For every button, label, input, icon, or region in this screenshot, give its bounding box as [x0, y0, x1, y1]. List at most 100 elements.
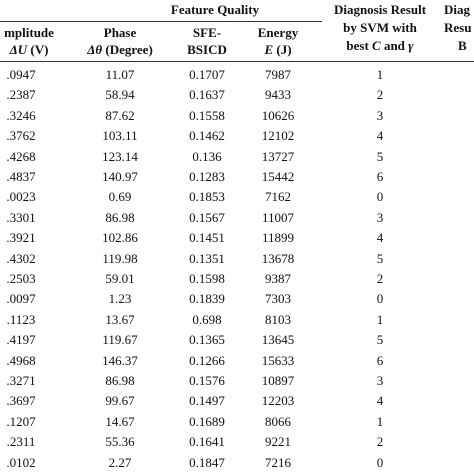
phase-cell: 11.07 — [105, 67, 135, 82]
sfe-cell: 0.698 — [192, 311, 222, 327]
svm-cell: 2 — [376, 271, 384, 286]
amp-cell: .4302 — [6, 250, 36, 266]
amp-cell: .4968 — [6, 352, 36, 368]
amp-cell: .3921 — [6, 230, 36, 246]
energy-cell: 9221 — [265, 434, 291, 450]
diagnosis-result-2-header: Diag Resu B — [444, 2, 472, 53]
sfe-bsicd-header: SFE- BSICD — [187, 25, 227, 57]
energy-cell: 9433 — [265, 87, 291, 103]
energy-cell: 8103 — [265, 311, 291, 327]
energy-cell: 11007 — [261, 209, 295, 225]
sfe-cell: 0.1847 — [189, 454, 225, 470]
amp-cell: .1207 — [6, 413, 36, 429]
energy-cell: 11899 — [261, 230, 295, 246]
svm-cell: 3 — [376, 373, 384, 388]
phase-cell: 0.69 — [108, 189, 132, 205]
phase-cell: 146.37 — [102, 352, 138, 368]
energy-header: Energy E (J) — [257, 25, 299, 57]
sfe-cell: 0.1641 — [189, 434, 225, 450]
sfe-cell: 0.1839 — [189, 291, 225, 307]
feature-quality-header: Feature Quality — [170, 2, 260, 17]
svm-cell: 5 — [376, 332, 384, 348]
svm-cell: 5 — [376, 250, 384, 266]
energy-cell: 8066 — [265, 413, 291, 429]
amp-cell: .3697 — [6, 393, 36, 409]
amp-cell: .3271 — [6, 373, 36, 388]
sfe-cell: 0.1558 — [189, 107, 225, 123]
phase-cell: 103.11 — [102, 128, 138, 144]
svm-cell: 4 — [376, 128, 384, 144]
amp-cell: .0947 — [6, 67, 36, 82]
svm-cell: 1 — [376, 413, 384, 429]
amp-cell: .4197 — [6, 332, 36, 348]
amp-cell: .0097 — [6, 291, 36, 307]
sfe-cell: 0.1707 — [189, 67, 225, 82]
amp-cell: .3246 — [6, 107, 36, 123]
phase-cell: 2.27 — [108, 454, 132, 470]
amp-cell: .2311 — [6, 434, 36, 450]
phase-header: Phase Δθ (Degree) — [87, 25, 153, 57]
energy-cell: 9387 — [265, 271, 291, 286]
energy-cell: 15442 — [261, 169, 295, 184]
sfe-cell: 0.136 — [192, 148, 222, 164]
phase-cell: 55.36 — [105, 434, 135, 450]
svm-cell: 3 — [376, 209, 384, 225]
feature-quality-underline — [0, 21, 322, 22]
sfe-cell: 0.1351 — [189, 250, 225, 266]
phase-cell: 86.98 — [105, 209, 135, 225]
energy-cell: 7162 — [265, 189, 291, 205]
amp-cell: .0023 — [6, 189, 36, 205]
svm-cell: 2 — [376, 434, 384, 450]
phase-cell: 58.94 — [105, 87, 135, 103]
amp-cell: .2503 — [6, 271, 36, 286]
svm-cell: 1 — [376, 311, 384, 327]
svm-cell: 5 — [376, 148, 384, 164]
phase-cell: 1.23 — [108, 291, 132, 307]
amplitude-header: mplitude ΔU (V) — [4, 25, 54, 57]
sfe-cell: 0.1462 — [189, 128, 225, 144]
svm-cell: 6 — [376, 352, 384, 368]
energy-cell: 12203 — [261, 393, 295, 409]
sfe-cell: 0.1637 — [189, 87, 225, 103]
phase-cell: 102.86 — [102, 230, 138, 246]
amp-cell: .4268 — [6, 148, 36, 164]
energy-cell: 13645 — [261, 332, 295, 348]
energy-cell: 7987 — [265, 67, 291, 82]
svm-cell: 3 — [376, 107, 384, 123]
phase-cell: 119.67 — [102, 332, 138, 348]
sfe-cell: 0.1689 — [189, 413, 225, 429]
svm-cell: 6 — [376, 169, 384, 184]
energy-cell: 10626 — [261, 107, 295, 123]
phase-cell: 13.67 — [105, 311, 135, 327]
svm-cell: 1 — [376, 67, 384, 82]
phase-cell: 86.98 — [105, 373, 135, 388]
amp-cell: .2387 — [6, 87, 36, 103]
sfe-cell: 0.1497 — [189, 393, 225, 409]
sfe-cell: 0.1567 — [189, 209, 225, 225]
amp-cell: .1123 — [6, 311, 36, 327]
svm-result-header: Diagnosis Result by SVM with best C and … — [333, 2, 427, 53]
energy-cell: 7216 — [265, 454, 291, 470]
sfe-cell: 0.1576 — [189, 373, 225, 388]
energy-cell: 13678 — [261, 250, 295, 266]
phase-cell: 119.98 — [102, 250, 138, 266]
sfe-cell: 0.1598 — [189, 271, 225, 286]
sfe-cell: 0.1853 — [189, 189, 225, 205]
energy-cell: 10897 — [261, 373, 295, 388]
amp-cell: .3762 — [6, 128, 36, 144]
sfe-cell: 0.1365 — [189, 332, 225, 348]
sfe-cell: 0.1266 — [189, 352, 225, 368]
svm-cell: 0 — [376, 291, 384, 307]
energy-cell: 15633 — [261, 352, 295, 368]
amp-cell: .0102 — [6, 454, 36, 470]
phase-cell: 140.97 — [102, 169, 138, 184]
svm-cell: 4 — [376, 393, 384, 409]
energy-cell: 13727 — [261, 148, 295, 164]
svm-cell: 0 — [376, 189, 384, 205]
sfe-cell: 0.1451 — [189, 230, 225, 246]
svm-cell: 4 — [376, 230, 384, 246]
sfe-cell: 0.1283 — [189, 169, 225, 184]
energy-cell: 7303 — [265, 291, 291, 307]
header-bottom-rule — [0, 61, 474, 62]
phase-cell: 59.01 — [105, 271, 135, 286]
